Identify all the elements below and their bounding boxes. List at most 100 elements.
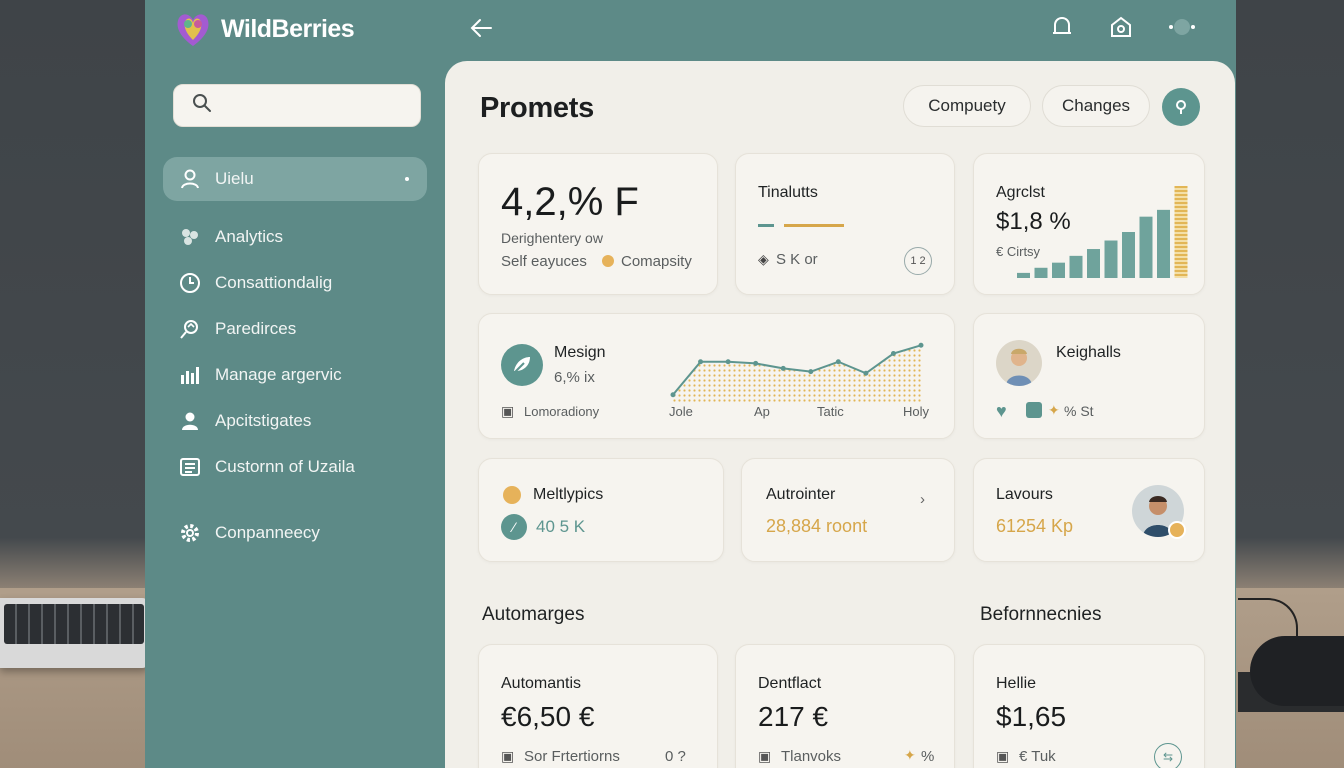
- location-button[interactable]: [1162, 88, 1200, 126]
- avatar: [996, 340, 1042, 386]
- autrointer-card[interactable]: Autrointer › 28,884 roont: [741, 458, 955, 562]
- card-value: $1,65: [996, 701, 1067, 732]
- sidebar-item-paredirces[interactable]: Paredirces: [163, 307, 427, 351]
- chevron-right-icon[interactable]: ›: [920, 491, 925, 508]
- spark-icon: ✦: [1048, 402, 1060, 418]
- progress-badge: 1 2: [904, 247, 932, 275]
- sidebar-item-manage[interactable]: Manage argervic: [163, 353, 427, 397]
- mesign-card[interactable]: Mesign 6,% ix ▣ Lomoradiony Jole Ap Tati…: [478, 313, 955, 439]
- spark-icon: ✦: [904, 747, 916, 763]
- sidebar-item-label: Manage argervic: [215, 365, 342, 384]
- app-window: WildBerries Uielu Analytics: [145, 0, 1236, 768]
- home-icon[interactable]: [1108, 14, 1134, 40]
- card-footer: Lomoradiony: [524, 404, 600, 419]
- brand[interactable]: WildBerries: [173, 10, 355, 48]
- compuety-button[interactable]: Compuety: [903, 85, 1031, 127]
- person-icon: [179, 410, 201, 432]
- back-arrow-icon[interactable]: [467, 14, 497, 42]
- keyboard: [0, 598, 150, 668]
- notification-icon[interactable]: [1049, 14, 1075, 40]
- changes-button[interactable]: Changes: [1042, 85, 1150, 127]
- wildberries-logo-icon: [173, 10, 213, 48]
- area-fill: [673, 345, 921, 402]
- sidebar-item-uielu[interactable]: Uielu: [163, 157, 427, 201]
- bar: [1087, 249, 1100, 278]
- kpi-card[interactable]: 4,2,% F Derighentery ow Self eayuces Com…: [478, 153, 718, 295]
- sidebar-item-label: Uielu: [215, 169, 254, 188]
- card-value: 217 €: [758, 701, 829, 732]
- data-point: [725, 359, 731, 365]
- search-icon: [192, 93, 212, 118]
- kpi-tag: Comapsity: [621, 253, 692, 270]
- data-point: [780, 365, 786, 371]
- active-dot: [405, 177, 409, 181]
- sidebar-item-conpanneecy[interactable]: Conpanneecy: [163, 511, 427, 555]
- bar: [1139, 216, 1153, 278]
- calendar-icon: ▣: [501, 403, 515, 419]
- chart-icon: [1026, 402, 1042, 418]
- card-extra: 0 ?: [665, 748, 686, 765]
- sidebar-item-label: Apcitstigates: [215, 411, 312, 430]
- profile-icon[interactable]: [1167, 14, 1195, 40]
- legend-line-gold: [784, 224, 844, 227]
- coin-icon: [602, 255, 614, 267]
- sync-icon[interactable]: ⇆: [1154, 743, 1182, 768]
- bar: [1157, 209, 1170, 278]
- hellie-card[interactable]: Hellie $1,65 ▣ € Tuk ⇆: [973, 644, 1205, 768]
- card-title: Automantis: [501, 675, 582, 692]
- data-point: [918, 342, 924, 348]
- bar: [1174, 186, 1188, 278]
- x-tick-label: Tatic: [817, 404, 844, 419]
- card-title: Keighalls: [1056, 344, 1121, 361]
- sidebar-item-custornn[interactable]: Custornn of Uzaila: [163, 445, 427, 489]
- card-value: 40 5 K: [536, 517, 586, 536]
- user-icon: [179, 168, 201, 190]
- keyboard-keys: [4, 604, 144, 644]
- card-value: €6,50 €: [501, 701, 595, 732]
- card-value: 61254 Kp: [996, 516, 1074, 536]
- search-input[interactable]: [222, 97, 412, 114]
- keighalls-card[interactable]: Keighalls ♥ ✦ % St: [973, 313, 1205, 439]
- card-title: Tinalutts: [758, 184, 818, 201]
- sidebar-item-label: Consattiondalig: [215, 273, 333, 292]
- data-point: [698, 359, 704, 365]
- search-list-icon: [179, 318, 201, 340]
- sidebar-item-consattiondalig[interactable]: Consattiondalig: [163, 261, 427, 305]
- kpi-caption: Self eayuces: [501, 253, 587, 270]
- bar: [1017, 272, 1030, 278]
- card-title: Hellie: [996, 675, 1037, 692]
- meltlypics-card[interactable]: Meltlypics ⁄ 40 5 K: [478, 458, 724, 562]
- badge-icon: [503, 486, 521, 504]
- search-box[interactable]: [173, 84, 421, 127]
- x-tick-label: Holy: [903, 404, 930, 419]
- x-tick-label: Jole: [669, 404, 693, 419]
- card-title: Lavours: [996, 486, 1053, 503]
- card-footer: Tlanvoks: [781, 748, 842, 765]
- gear-icon: [179, 522, 201, 544]
- bar: [1104, 240, 1118, 278]
- automantis-card[interactable]: Automantis €6,50 € ▣ Sor Frtertiorns 0 ?: [478, 644, 718, 768]
- sidebar-item-apcitstigates[interactable]: Apcitstigates: [163, 399, 427, 443]
- agrclst-card[interactable]: Agrclst $1,8 % € Cirtsy: [973, 153, 1205, 295]
- sidebar-item-label: Paredirces: [215, 319, 297, 338]
- bar: [1122, 232, 1135, 278]
- dentflact-card[interactable]: Dentflact 217 € ▣ Tlanvoks ✦ %: [735, 644, 955, 768]
- section-title: Befornnecnies: [980, 604, 1102, 625]
- status-badge-icon: [1168, 521, 1186, 539]
- heart-icon: ♥: [996, 401, 1007, 421]
- sidebar: WildBerries Uielu Analytics: [145, 0, 445, 768]
- card-title: Meltlypics: [533, 486, 604, 503]
- main-panel: Promets Compuety Changes 4,2,% F Derighe…: [445, 61, 1235, 768]
- diamond-icon: ◈: [758, 251, 769, 267]
- sidebar-item-analytics[interactable]: Analytics: [163, 215, 427, 259]
- section-title: Automarges: [482, 604, 585, 625]
- list-icon: [179, 456, 201, 478]
- data-point: [808, 369, 814, 375]
- card-value: 6,% ix: [554, 369, 595, 386]
- card-extra: %: [921, 748, 935, 765]
- tinalutts-card[interactable]: Tinalutts ◈ S K or 1 2: [735, 153, 955, 295]
- card-value: $1,8 %: [996, 208, 1071, 235]
- lavours-card[interactable]: Lavours 61254 Kp: [973, 458, 1205, 562]
- data-point: [753, 360, 759, 366]
- card-footer: € Tuk: [1019, 748, 1056, 765]
